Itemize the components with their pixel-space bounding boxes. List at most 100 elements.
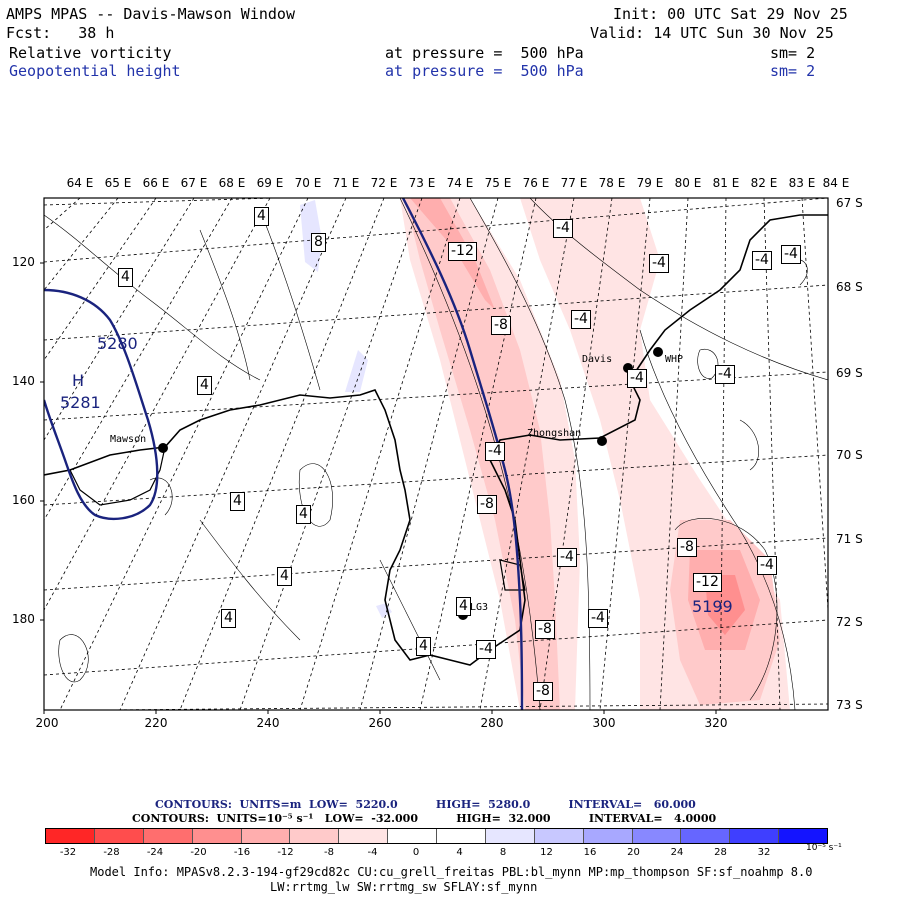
vort-contour (199, 229, 251, 381)
graticule (44, 198, 828, 710)
lat-line (44, 284, 828, 341)
vort-label: 4 (230, 492, 245, 511)
vort-shade-pos8b (345, 350, 368, 392)
vort-label: -8 (535, 620, 555, 639)
coastline (44, 214, 828, 666)
vort-label: 4 (416, 637, 431, 656)
vort-contour (44, 214, 261, 381)
colorbar-swatch (289, 829, 339, 843)
model-physics: LW:rrtmg_lw SW:rrtmg_sw SFLAY:sf_mynn (270, 880, 538, 894)
lon-label: 81 E (712, 176, 740, 190)
station-label-davis: Davis (582, 354, 613, 365)
vort-contour (639, 329, 796, 710)
station-marker-zhongshan[interactable] (597, 436, 607, 446)
height-label-5281: 5281 (60, 393, 101, 412)
x-tick: 240 (256, 716, 280, 730)
vort-label: -4 (627, 369, 647, 388)
map-title: AMPS MPAS -- Davis-Mawson Window (6, 5, 295, 23)
lon-label: 83 E (788, 176, 816, 190)
lon-line (44, 198, 233, 521)
colorbar-label: 32 (757, 847, 771, 858)
x-tick: 320 (704, 716, 728, 730)
lat-label: 71 S (836, 532, 863, 546)
vort-contour (298, 463, 333, 527)
x-tick: 280 (480, 716, 504, 730)
vorticity-contour-info: CONTOURS: UNITS=10⁻⁵ s⁻¹ LOW= -32.000 HI… (132, 812, 717, 825)
lon-line (59, 198, 309, 710)
vort-label: -4 (781, 245, 801, 264)
lat-line (44, 537, 828, 591)
lat-label: 70 S (836, 448, 863, 462)
lat-line (44, 198, 276, 206)
height-label-5280: 5280 (97, 334, 138, 353)
colorbar-label: -28 (103, 847, 120, 858)
vort-contour (399, 198, 541, 710)
lat-label: 72 S (836, 615, 863, 629)
vort-label: 4 (277, 567, 292, 586)
lon-line (239, 198, 423, 710)
y-tick: 160 (12, 493, 35, 507)
station-marker-whp[interactable] (653, 347, 663, 357)
vort-label: -8 (477, 495, 497, 514)
vort-contour (58, 634, 89, 683)
axis-ticks (40, 262, 717, 714)
vort-label: -4 (557, 548, 577, 567)
lat-label: 69 S (836, 366, 863, 380)
x-tick: 300 (592, 716, 616, 730)
lon-label: 67 E (180, 176, 208, 190)
colorbar-label: -12 (277, 847, 294, 858)
lon-label: 71 E (332, 176, 360, 190)
x-tick: 200 (35, 716, 59, 730)
lon-label: 69 E (256, 176, 284, 190)
lon-line (119, 198, 347, 710)
forecast-hour: Fcst: 38 h (6, 24, 115, 42)
lon-line (763, 198, 781, 710)
colorbar-label: -32 (59, 847, 77, 858)
height-contour-info: CONTOURS: UNITS=m LOW= 5220.0 HIGH= 5280… (155, 798, 696, 811)
colorbar-swatch (680, 829, 730, 843)
vort-contour (199, 519, 301, 641)
vort-label: -4 (757, 556, 777, 575)
vort-shade-neg8 (405, 198, 560, 710)
colorbar (45, 828, 828, 844)
colorbar-label: 4 (456, 847, 463, 858)
station-label-mawson: Mawson (110, 434, 147, 445)
y-tick: 140 (12, 374, 35, 388)
vort-label: -12 (693, 573, 722, 592)
colorbar-swatch (631, 829, 681, 843)
lon-line (179, 198, 385, 710)
lon-line (44, 198, 119, 291)
lon-line (719, 198, 727, 710)
lat-label: 68 S (836, 280, 863, 294)
height-contour-5280 (44, 288, 159, 521)
field1-pressure: at pressure = 500 hPa (385, 44, 584, 62)
lon-label: 84 E (822, 176, 850, 190)
lon-label: 74 E (446, 176, 474, 190)
station-markers (158, 347, 663, 620)
station-label-lg3: LG3 (470, 602, 489, 613)
height-contours (44, 198, 524, 710)
vort-label: -8 (677, 538, 697, 557)
colorbar-label: 12 (540, 847, 553, 858)
vort-label: -4 (649, 254, 669, 273)
init-time: Init: 00 UTC Sat 29 Nov 25 (613, 5, 848, 23)
colorbar-label: 0 (412, 847, 420, 858)
field2-pressure: at pressure = 500 hPa (385, 62, 584, 80)
vort-label: 4 (221, 609, 236, 628)
colorbar-label: -8 (324, 847, 334, 858)
colorbar-label: 24 (670, 847, 684, 858)
lon-line (359, 198, 499, 710)
lon-label: 79 E (636, 176, 664, 190)
colorbar-swatch (338, 829, 388, 843)
vort-label: -4 (571, 310, 591, 329)
lon-line (44, 198, 157, 361)
lon-label: 78 E (598, 176, 626, 190)
colorbar-swatch (46, 829, 94, 843)
vort-label: -12 (448, 242, 477, 261)
station-marker-mawson[interactable] (158, 443, 168, 453)
vort-label: -4 (553, 219, 573, 238)
colorbar-label: 20 (627, 847, 640, 858)
lat-line (44, 619, 828, 676)
colorbar-label: -24 (146, 847, 164, 858)
colorbar-swatch (436, 829, 485, 843)
